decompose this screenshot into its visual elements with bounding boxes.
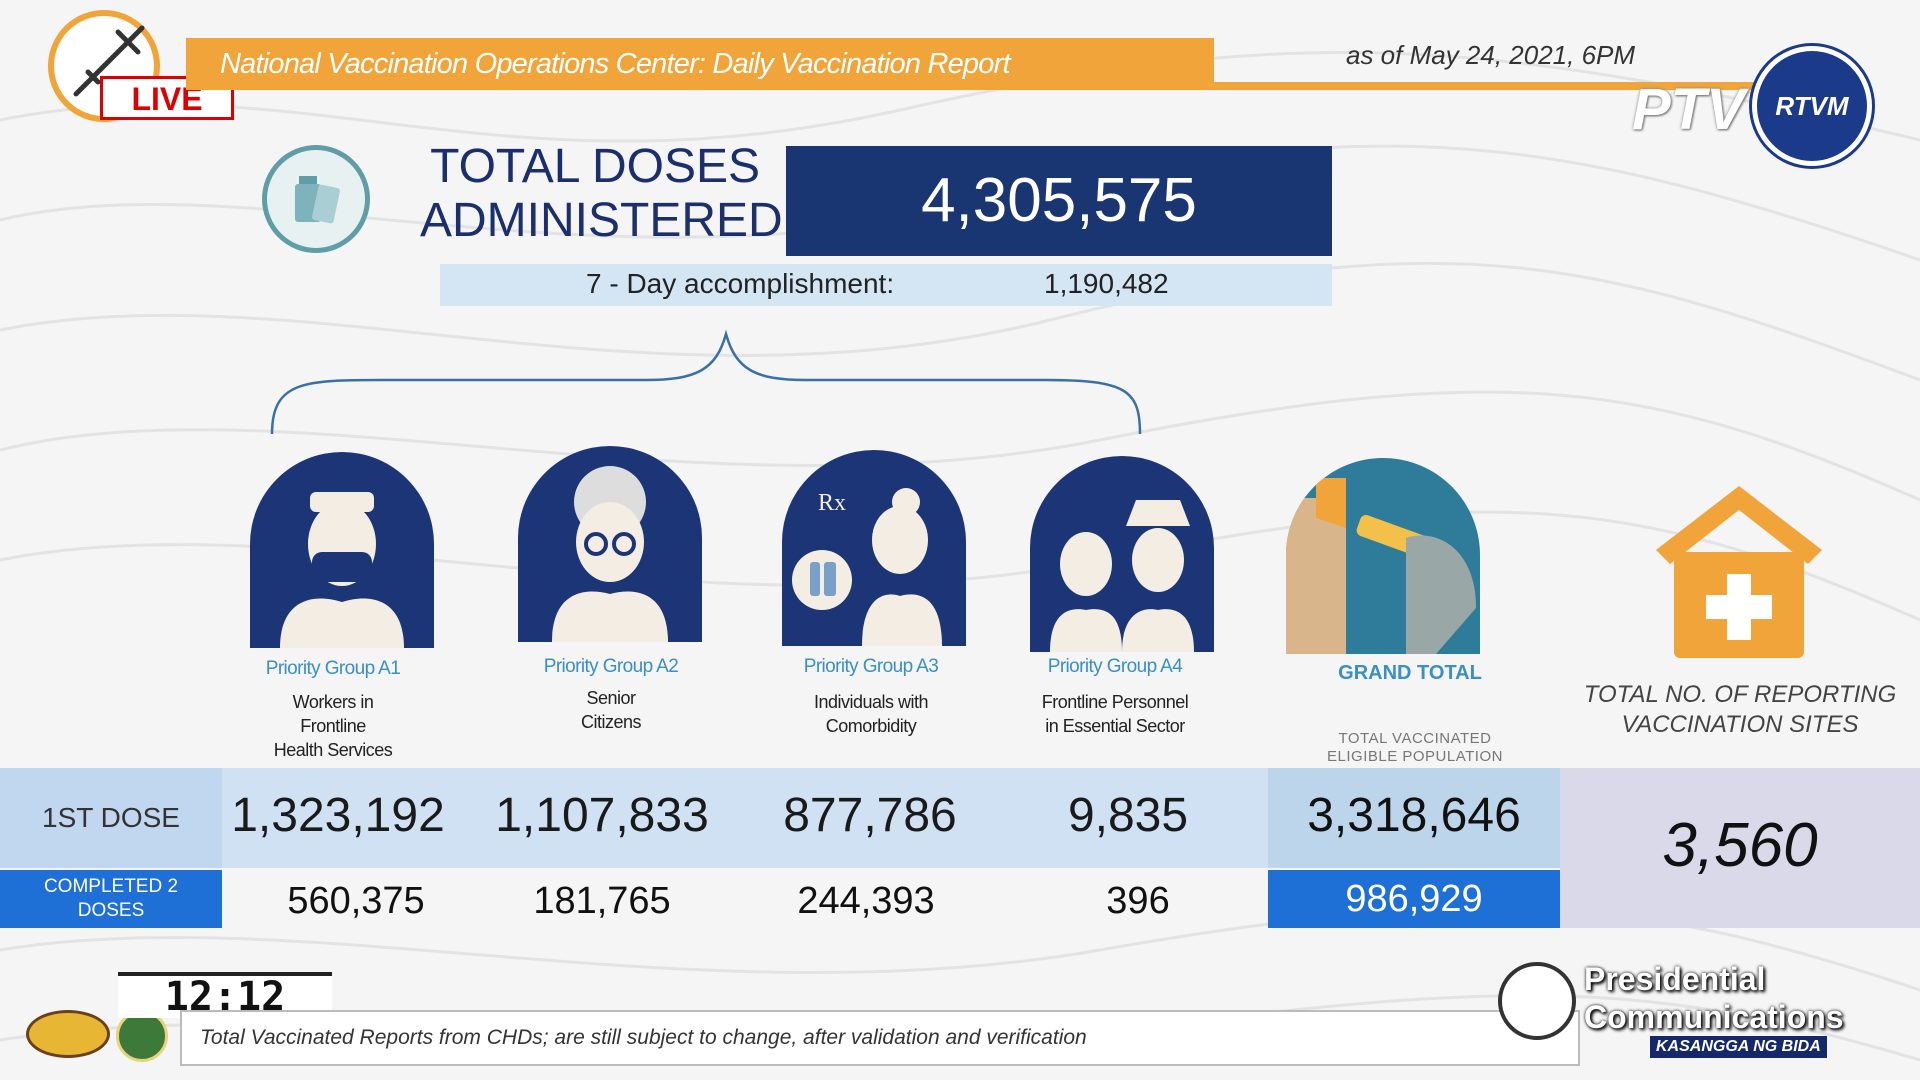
seven-day-bar [440, 264, 1332, 306]
grand-total-completed: 986,929 [1345, 878, 1483, 920]
group-a2-desc-line2: Citizens [580, 712, 642, 732]
news-ticker: Total Vaccinated Reports from CHDs; are … [180, 1010, 1580, 1066]
hospital-icon [1656, 486, 1822, 658]
tagline: KASANGGA NG BIDA [1650, 1036, 1827, 1058]
grand-total-completed-cell [1268, 870, 1560, 928]
group-a4-title: Priority Group A4 [1047, 656, 1183, 677]
vaccine-injection-icon [1286, 458, 1480, 654]
sites-value: 3,560 [1662, 811, 1818, 880]
a3-completed: 244,393 [797, 880, 935, 922]
vaccine-vial-icon [262, 145, 370, 253]
group-a1-desc: Workers in Frontline Health Services [208, 690, 458, 762]
group-a3-title: Priority Group A3 [803, 656, 939, 677]
ptv-logo: PTV [1632, 77, 1745, 142]
total-doses-value: 4,305,575 [786, 146, 1332, 256]
group-a3-desc-line1: Individuals with [813, 692, 929, 712]
health-worker-icon [250, 452, 434, 648]
group-a1-title: Priority Group A1 [265, 658, 401, 679]
a2-first-dose: 1,107,833 [495, 789, 709, 842]
pco-logo-text: Presidential Communications [1584, 960, 1844, 1036]
sites-cell [1560, 768, 1920, 928]
government-seal-logo [116, 1010, 168, 1062]
grand-sub-line1: TOTAL VACCINATED [1338, 730, 1492, 747]
completed-doses-label: COMPLETED 2 DOSES [0, 870, 222, 928]
header-divider [1214, 82, 1784, 90]
grand-total-first-dose-cell [1268, 768, 1560, 868]
group-a4-desc-line1: Frontline Personnel [1041, 692, 1189, 712]
sites-title: TOTAL NO. OF REPORTING VACCINATION SITES [1560, 680, 1920, 740]
a1-completed: 560,375 [287, 880, 425, 922]
pco-seal-logo [1498, 962, 1576, 1040]
sites-title-line1: TOTAL NO. OF REPORTING [1583, 681, 1897, 708]
total-label-line1: TOTAL DOSES [430, 140, 760, 193]
group-a3-desc: Individuals with Comorbidity [746, 690, 996, 738]
a4-completed: 396 [1106, 880, 1170, 922]
grand-total-subtitle: TOTAL VACCINATED ELIGIBLE POPULATION [1290, 730, 1540, 766]
total-doses-label: TOTAL DOSES ADMINISTERED [420, 140, 783, 248]
group-a2-title: Priority Group A2 [543, 656, 679, 677]
group-a4-desc-line2: in Essential Sector [1045, 716, 1185, 736]
svg-text:Rx: Rx [818, 490, 846, 516]
group-a2-desc-line1: Senior [586, 688, 636, 708]
report-title: National Vaccination Operations Center: … [186, 38, 1214, 90]
syringe-icon [73, 25, 145, 97]
group-a1-desc-line1: Workers in [292, 692, 374, 712]
rtvm-logo: RTVM [1752, 46, 1872, 166]
report-date: as of May 24, 2021, 6PM [1346, 40, 1636, 70]
comorbidity-icon: Rx [782, 450, 966, 646]
first-dose-label: 1ST DOSE [0, 768, 222, 868]
completed-label-line2: DOSES [77, 900, 145, 921]
group-a1-desc-line3: Health Services [273, 740, 393, 760]
completed-label-line1: COMPLETED 2 [43, 876, 179, 897]
a2-completed: 181,765 [533, 880, 671, 922]
group-a4-desc: Frontline Personnel in Essential Sector [990, 690, 1240, 738]
sites-title-line2: VACCINATION SITES [1621, 711, 1859, 738]
seven-day-label: 7 - Day accomplishment: [586, 268, 895, 299]
program-badge-logo [26, 1010, 110, 1058]
grand-total-title: GRAND TOTAL [1338, 662, 1482, 684]
grand-sub-line2: ELIGIBLE POPULATION [1327, 748, 1503, 765]
grand-total-first-dose: 3,318,646 [1307, 789, 1521, 842]
a3-first-dose: 877,786 [783, 789, 957, 842]
seven-day-value: 1,190,482 [1044, 268, 1169, 299]
senior-citizen-icon [518, 446, 702, 642]
group-a1-desc-line2: Frontline [300, 716, 366, 736]
frontline-personnel-icon [1030, 456, 1214, 652]
pco-line2: Communications [1584, 999, 1844, 1035]
grouping-brace [270, 330, 1142, 435]
a4-first-dose: 9,835 [1067, 789, 1189, 842]
pco-line1: Presidential [1584, 961, 1766, 997]
total-label-line2: ADMINISTERED [420, 194, 783, 247]
a1-first-dose: 1,323,192 [231, 789, 445, 842]
group-a3-desc-line2: Comorbidity [825, 716, 917, 736]
group-a2-desc: Senior Citizens [486, 686, 736, 734]
